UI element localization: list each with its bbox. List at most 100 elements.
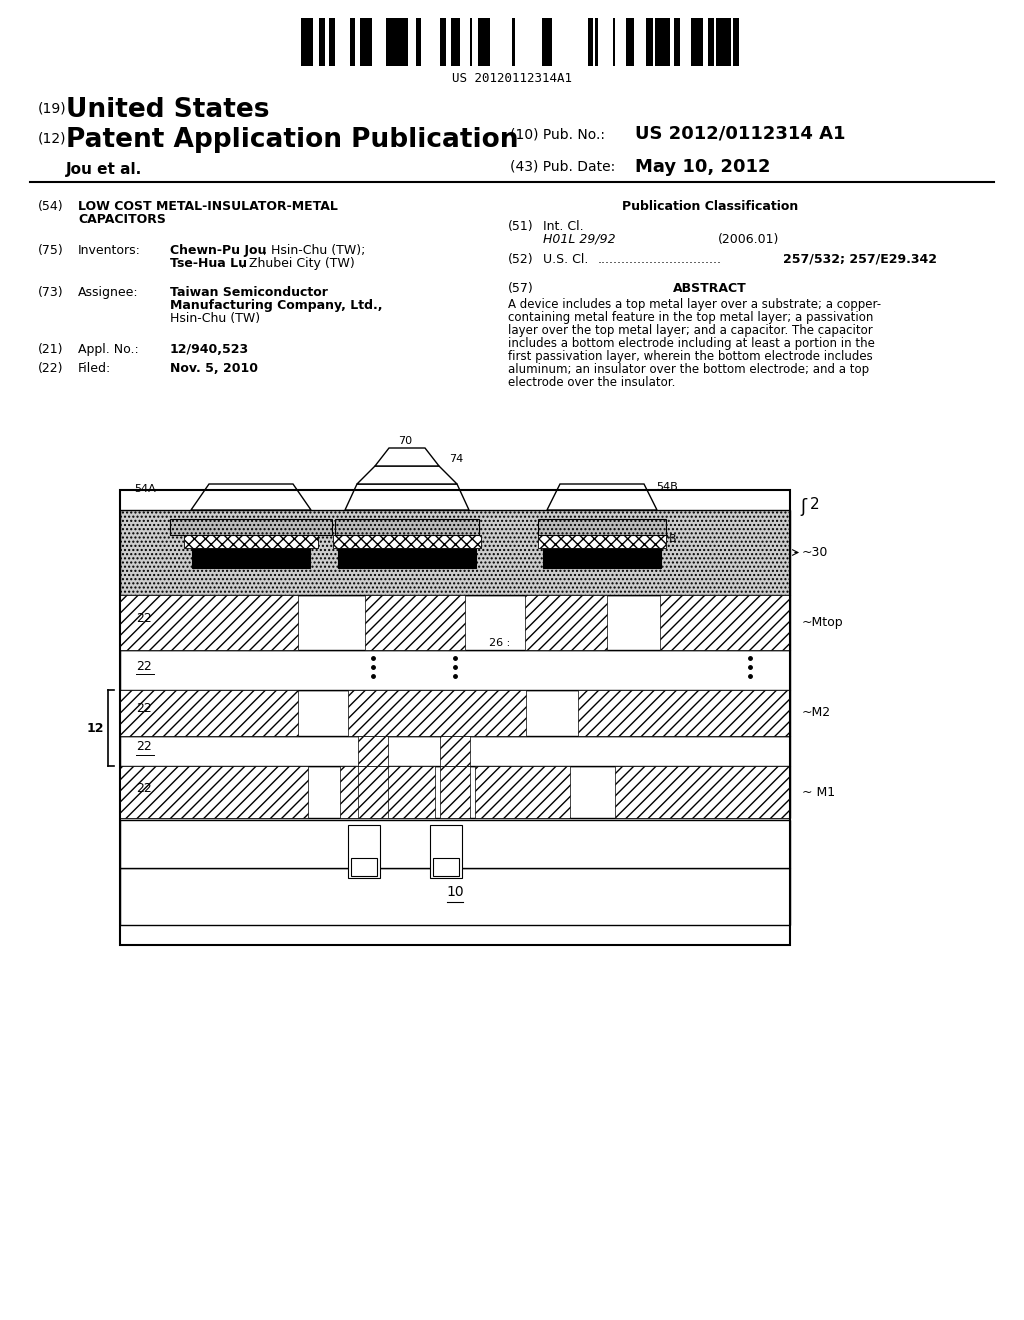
Bar xyxy=(512,18,515,66)
Bar xyxy=(720,18,725,66)
Text: H01L 29/92: H01L 29/92 xyxy=(543,234,615,246)
Bar xyxy=(120,490,790,945)
Text: Manufacturing Company, Ltd.,: Manufacturing Company, Ltd., xyxy=(170,300,383,312)
Bar xyxy=(470,18,472,66)
Text: ...............................: ............................... xyxy=(598,253,722,267)
Bar xyxy=(120,595,298,649)
Bar xyxy=(120,766,308,818)
Bar xyxy=(694,18,697,66)
Bar xyxy=(578,690,790,737)
Bar xyxy=(697,18,703,66)
Bar xyxy=(542,18,548,66)
Bar xyxy=(416,18,421,66)
Text: Patent Application Publication: Patent Application Publication xyxy=(66,127,518,153)
Text: 10: 10 xyxy=(446,886,464,899)
Text: 44: 44 xyxy=(193,536,206,546)
Bar xyxy=(733,18,739,66)
Text: ~Mtop: ~Mtop xyxy=(802,616,844,630)
Text: 42B: 42B xyxy=(656,535,677,544)
Bar xyxy=(481,18,487,66)
Bar xyxy=(588,18,593,66)
Bar xyxy=(351,858,377,876)
Text: 22: 22 xyxy=(136,612,152,624)
Bar xyxy=(646,18,648,66)
Bar xyxy=(487,18,490,66)
Bar xyxy=(400,18,406,66)
Bar xyxy=(350,18,355,66)
Text: 22: 22 xyxy=(136,660,152,672)
Bar xyxy=(120,510,790,595)
Bar xyxy=(716,18,720,66)
Bar xyxy=(120,595,790,649)
Text: :26: :26 xyxy=(365,638,382,648)
Bar xyxy=(120,737,790,766)
Bar xyxy=(626,18,632,66)
Bar xyxy=(538,519,666,535)
Bar xyxy=(348,690,526,737)
Bar xyxy=(430,825,462,878)
Text: ABSTRACT: ABSTRACT xyxy=(673,282,746,294)
Bar xyxy=(368,18,372,66)
Text: 26/26A: 26/26A xyxy=(394,638,434,648)
Bar xyxy=(120,869,790,925)
Text: (54): (54) xyxy=(38,201,63,213)
Bar xyxy=(120,490,790,945)
Bar xyxy=(333,535,481,548)
Bar xyxy=(120,649,790,690)
Bar xyxy=(358,766,388,818)
Text: 54B: 54B xyxy=(656,482,678,492)
Bar xyxy=(348,825,380,878)
Bar xyxy=(691,18,694,66)
Text: ʃ: ʃ xyxy=(800,498,806,516)
Bar xyxy=(184,535,318,548)
Text: 74: 74 xyxy=(449,454,463,465)
Text: Int. Cl.: Int. Cl. xyxy=(543,220,584,234)
Text: aluminum; an insulator over the bottom electrode; and a top: aluminum; an insulator over the bottom e… xyxy=(508,363,869,376)
Bar xyxy=(120,690,790,737)
Bar xyxy=(360,18,362,66)
Bar xyxy=(475,766,570,818)
Text: LOW COST METAL-INSULATOR-METAL: LOW COST METAL-INSULATOR-METAL xyxy=(78,201,338,213)
Text: (10) Pub. No.:: (10) Pub. No.: xyxy=(510,127,605,141)
Bar xyxy=(365,595,465,649)
Text: first passivation layer, wherein the bottom electrode includes: first passivation layer, wherein the bot… xyxy=(508,350,872,363)
Text: (21): (21) xyxy=(38,343,63,356)
Bar xyxy=(538,535,666,548)
Text: 54A: 54A xyxy=(134,484,156,494)
Bar xyxy=(170,519,332,535)
Text: 22: 22 xyxy=(136,741,152,754)
Bar xyxy=(307,18,309,66)
Text: , Hsin-Chu (TW);: , Hsin-Chu (TW); xyxy=(263,244,366,257)
Text: 12: 12 xyxy=(86,722,104,734)
Bar xyxy=(525,595,607,649)
Bar xyxy=(120,820,790,869)
Text: includes a bottom electrode including at least a portion in the: includes a bottom electrode including at… xyxy=(508,337,874,350)
Bar xyxy=(440,18,446,66)
Text: layer over the top metal layer; and a capacitor. The capacitor: layer over the top metal layer; and a ca… xyxy=(508,323,872,337)
Text: Jou et al.: Jou et al. xyxy=(66,162,142,177)
Text: electrode over the insulator.: electrode over the insulator. xyxy=(508,376,676,389)
Text: (51): (51) xyxy=(508,220,534,234)
Bar xyxy=(725,18,731,66)
Bar xyxy=(674,18,680,66)
Bar xyxy=(632,18,634,66)
Text: 56: 56 xyxy=(174,520,188,531)
Text: (22): (22) xyxy=(38,362,63,375)
Text: (43) Pub. Date:: (43) Pub. Date: xyxy=(510,160,615,174)
Bar xyxy=(665,18,670,66)
Text: (73): (73) xyxy=(38,286,63,300)
Bar xyxy=(391,18,394,66)
Text: Appl. No.:: Appl. No.: xyxy=(78,343,138,356)
Bar xyxy=(340,766,435,818)
Text: 257/532; 257/E29.342: 257/532; 257/E29.342 xyxy=(783,253,937,267)
Bar xyxy=(394,18,400,66)
Bar xyxy=(193,548,310,568)
Text: 70: 70 xyxy=(398,436,412,446)
Bar xyxy=(456,18,460,66)
Text: Chewn-Pu Jou: Chewn-Pu Jou xyxy=(170,244,266,257)
Bar xyxy=(362,18,368,66)
Bar xyxy=(440,737,470,766)
Bar xyxy=(708,18,714,66)
Text: 26 :: 26 : xyxy=(489,638,511,648)
Bar xyxy=(120,690,298,737)
